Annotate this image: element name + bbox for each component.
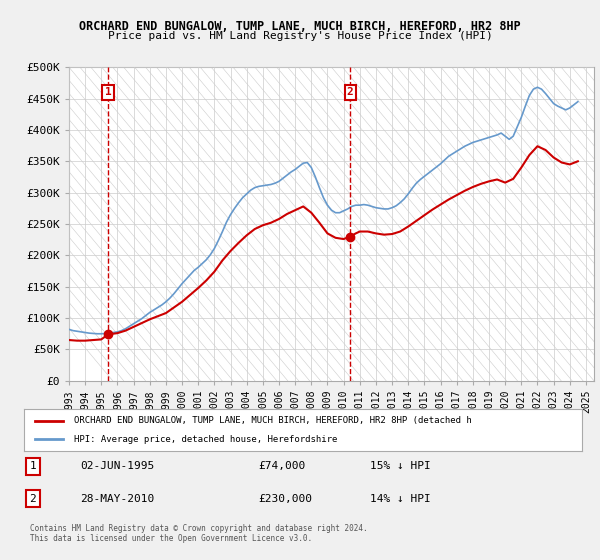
- Text: 1: 1: [105, 87, 112, 97]
- Bar: [69, 318, 594, 349]
- Bar: [69, 349, 594, 381]
- Text: £74,000: £74,000: [259, 461, 305, 472]
- Text: 02-JUN-1995: 02-JUN-1995: [80, 461, 154, 472]
- Text: 28-MAY-2010: 28-MAY-2010: [80, 494, 154, 503]
- Bar: [69, 287, 594, 318]
- Bar: [69, 224, 594, 255]
- Bar: [69, 36, 594, 67]
- Bar: [69, 99, 594, 130]
- Bar: [69, 255, 594, 287]
- Bar: [69, 193, 594, 224]
- Bar: [69, 67, 594, 99]
- Text: 1: 1: [29, 461, 37, 472]
- Text: Price paid vs. HM Land Registry's House Price Index (HPI): Price paid vs. HM Land Registry's House …: [107, 31, 493, 41]
- Bar: [69, 161, 594, 193]
- Text: 2: 2: [347, 87, 353, 97]
- Bar: [69, 130, 594, 161]
- Text: ORCHARD END BUNGALOW, TUMP LANE, MUCH BIRCH, HEREFORD, HR2 8HP (detached h: ORCHARD END BUNGALOW, TUMP LANE, MUCH BI…: [74, 416, 472, 425]
- Text: Contains HM Land Registry data © Crown copyright and database right 2024.
This d: Contains HM Land Registry data © Crown c…: [30, 524, 368, 543]
- Text: ORCHARD END BUNGALOW, TUMP LANE, MUCH BIRCH, HEREFORD, HR2 8HP: ORCHARD END BUNGALOW, TUMP LANE, MUCH BI…: [79, 20, 521, 32]
- Text: 2: 2: [29, 494, 37, 503]
- Text: 15% ↓ HPI: 15% ↓ HPI: [370, 461, 431, 472]
- Text: 14% ↓ HPI: 14% ↓ HPI: [370, 494, 431, 503]
- Text: £230,000: £230,000: [259, 494, 313, 503]
- Text: HPI: Average price, detached house, Herefordshire: HPI: Average price, detached house, Here…: [74, 435, 338, 444]
